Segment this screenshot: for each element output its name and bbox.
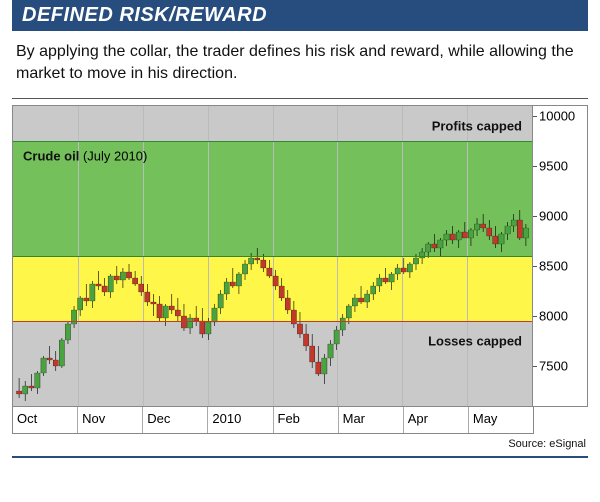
y-tick-label: 10000	[539, 109, 575, 124]
y-tick-label: 7500	[539, 359, 568, 374]
zone-label: Losses capped	[428, 334, 522, 349]
y-axis: 7500 8000 8500 9000 9500 10000	[533, 105, 588, 407]
zone-boundary	[13, 256, 532, 257]
zone-label: Profits capped	[432, 119, 522, 134]
plot-row: Profits capped Losses capped Crude oil (Ju…	[12, 105, 588, 407]
x-tick-label: Nov	[78, 407, 143, 433]
y-tick-label: 9000	[539, 209, 568, 224]
zone-boundary	[13, 141, 532, 142]
figure-title: DEFINED RISK/REWARD	[12, 0, 588, 31]
x-tick-label: Dec	[143, 407, 208, 433]
x-tick-label: May	[469, 407, 533, 433]
figure-container: DEFINED RISK/REWARD By applying the coll…	[0, 0, 600, 468]
price-plot: Profits capped Losses capped Crude oil (Ju…	[12, 105, 533, 407]
x-tick-label: 2010	[208, 407, 273, 433]
source-label: Source: eSignal	[12, 438, 588, 458]
y-tick-label: 9500	[539, 159, 568, 174]
y-tick-label: 8000	[539, 309, 568, 324]
figure-subtitle: By applying the collar, the trader defin…	[12, 31, 588, 98]
x-axis: OctNovDec2010FebMarAprMay	[12, 407, 534, 434]
instrument-label: Crude oil (July 2010)	[23, 149, 147, 164]
y-tick-label: 8500	[539, 259, 568, 274]
x-tick-label: Oct	[13, 407, 78, 433]
x-tick-label: Mar	[339, 407, 404, 433]
zone-boundary	[13, 321, 532, 322]
x-tick-label: Feb	[274, 407, 339, 433]
chart-area: Profits capped Losses capped Crude oil (Ju…	[12, 98, 588, 458]
x-tick-label: Apr	[404, 407, 469, 433]
